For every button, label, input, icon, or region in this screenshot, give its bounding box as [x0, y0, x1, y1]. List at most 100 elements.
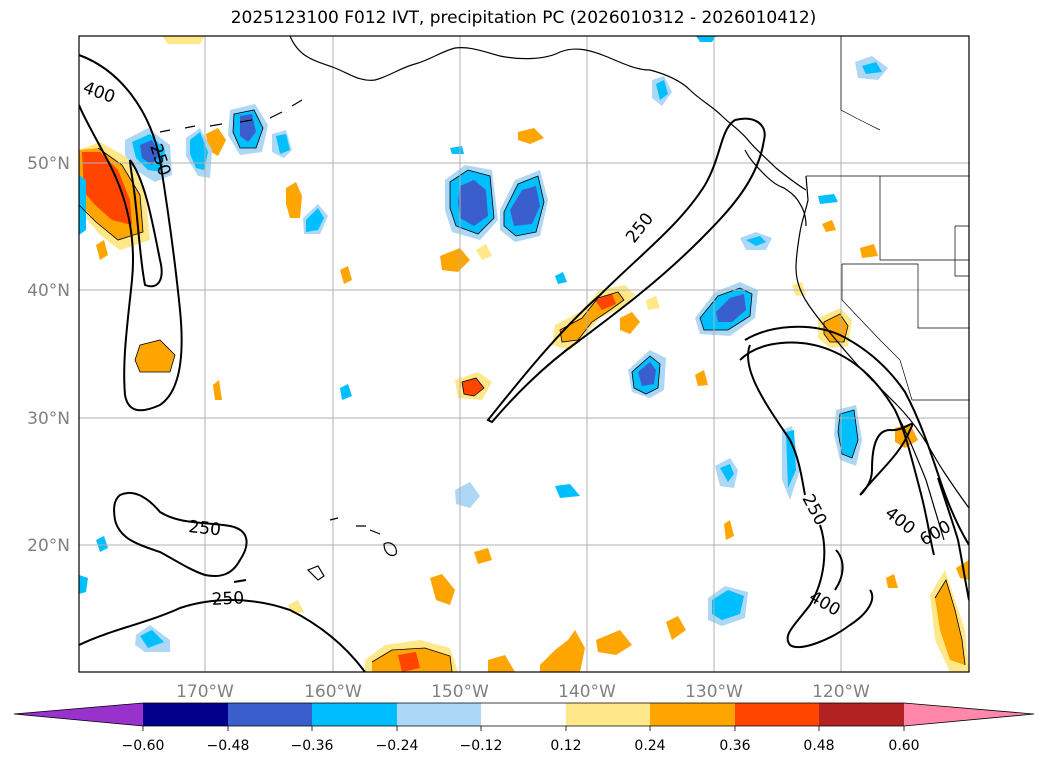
precip-blob: [488, 655, 515, 672]
precip-blob: [458, 180, 488, 226]
precip-blob: [135, 340, 175, 372]
graticule: [79, 36, 969, 672]
colorbar-segment: [481, 703, 566, 726]
lat-labels: 50°N 40°N 30°N 20°N: [27, 154, 70, 556]
colorbar-tick-label: 0.48: [803, 738, 834, 754]
state-border: [841, 264, 969, 401]
colorbar-segment: [312, 703, 397, 726]
ivt-contour-600: [937, 477, 969, 601]
state-border: [954, 225, 969, 277]
ivt-contour-250: [233, 579, 247, 583]
precip-blob: [462, 378, 484, 396]
state-border: [879, 176, 969, 261]
precip-outline: [371, 647, 453, 672]
lon-label: 130°W: [685, 682, 743, 702]
ivt-contour-250: [744, 325, 969, 546]
precip-outline: [934, 579, 966, 666]
precip-blob: [695, 370, 708, 386]
lon-label: 160°W: [304, 682, 362, 702]
aleutian-islands: [159, 99, 303, 133]
precip-outline: [837, 409, 859, 459]
colorbar-tick-label: 0.36: [719, 738, 750, 754]
colorbar-segment: [397, 703, 481, 726]
precip-blob: [822, 220, 836, 232]
ivt-contour-250: [129, 159, 163, 288]
colorbar-tick-label: −0.60: [122, 738, 165, 754]
precip-outline: [232, 109, 264, 149]
precip-blob: [555, 484, 580, 498]
ivt-contour-250: [486, 117, 766, 424]
lon-label: 140°W: [558, 682, 616, 702]
precip-outline: [631, 355, 661, 395]
colorbar-tick-label: 0.12: [550, 738, 581, 754]
precip-outline: [503, 175, 545, 237]
ivt-contour-400: [859, 422, 914, 496]
colorbar-tick-label: −0.36: [291, 738, 334, 754]
colorbar-tick-label: −0.48: [207, 738, 250, 754]
ivt-contour-400: [786, 524, 874, 649]
island: [306, 565, 325, 581]
precip-blob: [555, 272, 567, 284]
precip-blob: [340, 266, 352, 284]
map-frame: [78, 35, 970, 673]
ivt-contour-250: [747, 344, 806, 496]
precip-blob: [518, 128, 544, 144]
precip-blob: [190, 132, 208, 170]
lon-label: 170°W: [176, 682, 234, 702]
colorbar-tick-label: 0.24: [634, 738, 665, 754]
precip-blob: [79, 575, 88, 594]
precip-blob: [596, 630, 632, 655]
precip-blob: [646, 296, 660, 310]
alaska-canada-border: [840, 36, 881, 131]
ivt-contour-250: [113, 492, 248, 578]
precip-outline: [449, 169, 495, 235]
colorbar-ticks: [142, 726, 905, 731]
ivt-contour-label: 250: [187, 517, 221, 540]
precip-blob: [638, 362, 656, 386]
precip-blob: [476, 244, 492, 260]
precip-blob: [540, 630, 585, 672]
precip-blob: [724, 520, 734, 540]
ivt-contour-label: 250: [211, 588, 244, 610]
precip-blob: [786, 430, 796, 488]
precip-blob: [96, 240, 108, 260]
colorbar-segment: [819, 703, 904, 726]
ivt-contour-250: [79, 599, 366, 672]
lon-labels: 170°W 160°W 150°W 140°W 130°W 120°W: [176, 682, 870, 702]
precip-blob: [398, 652, 420, 672]
lon-label: 120°W: [812, 682, 870, 702]
lat-label: 50°N: [27, 154, 70, 174]
north-america-coast: [795, 175, 969, 509]
precip-blob: [595, 294, 616, 310]
precip-blob: [140, 630, 164, 648]
precip-blob: [666, 616, 686, 640]
alaska-coast: [289, 36, 807, 191]
bc-coast: [744, 149, 807, 227]
precip-blob: [286, 182, 302, 218]
precip-blob: [340, 384, 352, 400]
precip-blob: [140, 140, 160, 165]
precip-outlines: [79, 109, 966, 672]
map-title: 2025123100 F012 IVT, precipitation PC (2…: [230, 8, 817, 28]
colorbar: −0.60 −0.48 −0.36 −0.24 −0.12 0.12 0.24 …: [13, 702, 1035, 754]
colorbar-extend-high: [904, 703, 1034, 726]
precip-outline: [823, 313, 849, 343]
precip-blob: [792, 282, 806, 296]
ivt-contour-400: [739, 341, 935, 556]
precip-blob: [935, 580, 965, 665]
precip-outline: [134, 339, 176, 373]
precip-positive-anomalies: [79, 36, 969, 672]
precip-blob: [162, 36, 205, 44]
precip-blob: [474, 548, 492, 564]
lat-label: 20°N: [27, 536, 70, 556]
precip-blob: [620, 312, 640, 334]
precip-blob: [79, 175, 86, 235]
precip-blob: [838, 410, 858, 458]
precip-blob: [720, 464, 734, 482]
precip-blob: [430, 574, 455, 605]
ivt-contours: [79, 54, 969, 672]
state-border: [842, 263, 969, 329]
precip-blob: [696, 36, 716, 42]
lon-label: 150°W: [431, 682, 489, 702]
